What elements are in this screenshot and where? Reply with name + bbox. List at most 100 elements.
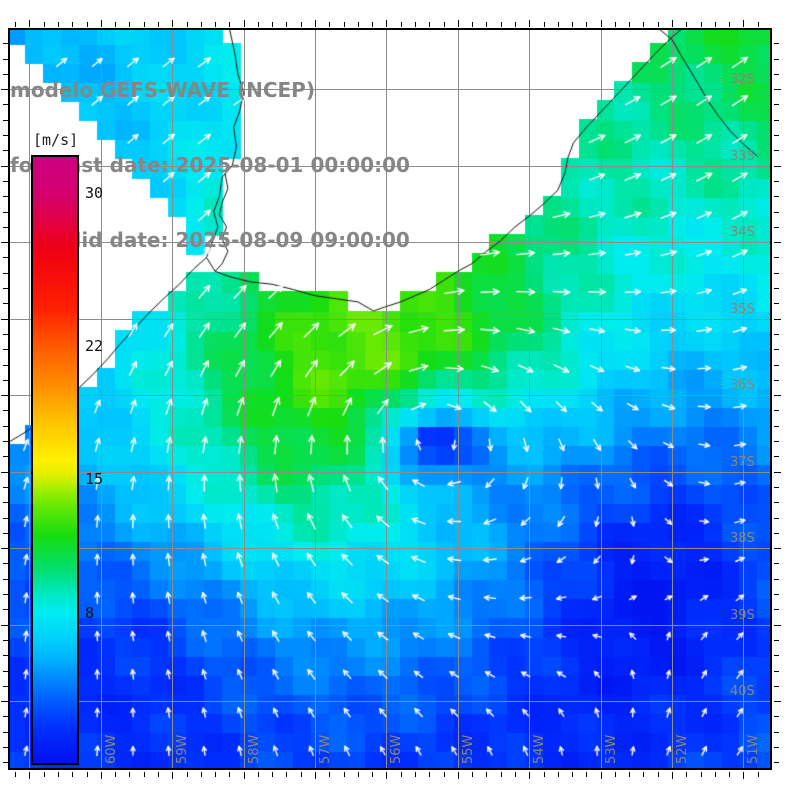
tick-bottom [358, 772, 359, 777]
tick-right [774, 43, 779, 44]
lat-label-37S: 37S [730, 455, 755, 470]
tick-bottom [187, 772, 188, 777]
tick-right [774, 349, 779, 350]
tick-right [774, 594, 779, 595]
colorbar-tick-8: 8 [85, 603, 95, 622]
tick-right [774, 762, 779, 763]
tick-bottom [344, 772, 345, 777]
tick-left [3, 288, 8, 289]
tick-bottom [201, 772, 202, 777]
wind-vector-arrows [8, 28, 772, 770]
tick-left [3, 686, 8, 687]
tick-left [3, 380, 8, 381]
tick-top [144, 22, 145, 27]
tick-left [1, 472, 8, 473]
tick-top [372, 22, 373, 27]
map-plot-area[interactable]: 61W60W59W58W57W56W55W54W53W52W51W 32S33S… [8, 28, 772, 770]
colorbar-tick-30: 30 [85, 184, 104, 203]
tick-bottom [172, 772, 173, 779]
tick-bottom [215, 772, 216, 777]
colorbar[interactable] [31, 155, 79, 765]
tick-left [3, 273, 8, 274]
tick-left [1, 242, 8, 243]
tick-bottom [87, 772, 88, 777]
tick-bottom [601, 772, 602, 779]
colorbar-gradient [33, 157, 77, 763]
tick-right [774, 59, 779, 60]
tick-bottom [158, 772, 159, 777]
tick-bottom [743, 772, 744, 779]
tick-bottom [615, 772, 616, 777]
tick-top [743, 20, 744, 27]
tick-left [3, 196, 8, 197]
tick-left [3, 732, 8, 733]
tick-top [115, 22, 116, 27]
lat-label-34S: 34S [730, 225, 755, 240]
tick-bottom [115, 772, 116, 777]
tick-top [401, 22, 402, 27]
tick-bottom [44, 772, 45, 777]
tick-right [774, 686, 779, 687]
tick-bottom [544, 772, 545, 777]
lon-label-56W: 56W [389, 734, 404, 764]
tick-bottom [658, 772, 659, 777]
tick-bottom [244, 772, 245, 779]
tick-bottom [386, 772, 387, 779]
tick-left [1, 395, 8, 396]
tick-right [774, 303, 779, 304]
lat-label-32S: 32S [730, 72, 755, 87]
tick-right [774, 365, 779, 366]
tick-top [244, 20, 245, 27]
tick-left [1, 166, 8, 167]
tick-right [774, 671, 779, 672]
tick-top [758, 22, 759, 27]
lon-label-52W: 52W [675, 734, 690, 764]
tick-left [1, 625, 8, 626]
tick-right [774, 640, 779, 641]
tick-bottom [286, 772, 287, 777]
tick-right [774, 89, 781, 90]
tick-top [29, 20, 30, 27]
tick-left [3, 594, 8, 595]
lat-label-36S: 36S [730, 378, 755, 393]
tick-bottom [444, 772, 445, 777]
tick-bottom [101, 772, 102, 779]
tick-top [201, 22, 202, 27]
tick-bottom [329, 772, 330, 777]
tick-top [87, 22, 88, 27]
tick-left [3, 563, 8, 564]
tick-bottom [29, 772, 30, 779]
tick-right [774, 732, 779, 733]
tick-top [329, 22, 330, 27]
tick-left [3, 579, 8, 580]
lon-label-57W: 57W [318, 734, 333, 764]
tick-bottom [415, 772, 416, 777]
tick-left [1, 89, 8, 90]
tick-right [774, 563, 779, 564]
tick-left [3, 349, 8, 350]
tick-right [774, 288, 779, 289]
lon-label-60W: 60W [104, 734, 119, 764]
tick-right [774, 456, 779, 457]
tick-right [774, 135, 779, 136]
tick-left [3, 150, 8, 151]
tick-left [3, 762, 8, 763]
tick-bottom [144, 772, 145, 777]
tick-right [774, 426, 779, 427]
tick-bottom [15, 772, 16, 777]
tick-right [774, 410, 779, 411]
tick-left [3, 410, 8, 411]
tick-right [774, 655, 779, 656]
tick-left [3, 74, 8, 75]
tick-bottom [515, 772, 516, 777]
tick-top [386, 20, 387, 27]
tick-bottom [72, 772, 73, 777]
tick-bottom [429, 772, 430, 777]
tick-top [272, 22, 273, 27]
tick-top [344, 22, 345, 27]
lat-label-35S: 35S [730, 302, 755, 317]
tick-top [572, 22, 573, 27]
tick-left [3, 257, 8, 258]
tick-right [774, 441, 779, 442]
tick-left [3, 609, 8, 610]
